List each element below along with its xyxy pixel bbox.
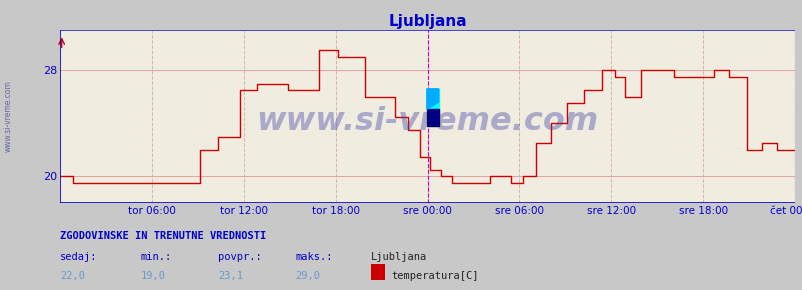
Bar (427, 89, 438, 126)
Polygon shape (427, 89, 438, 109)
Title: Ljubljana: Ljubljana (388, 14, 466, 29)
Text: sedaj:: sedaj: (60, 251, 98, 262)
Polygon shape (427, 109, 438, 126)
Text: www.si-vreme.com: www.si-vreme.com (3, 80, 13, 152)
Text: 23,1: 23,1 (218, 271, 243, 281)
Text: min.:: min.: (140, 251, 172, 262)
Text: 22,0: 22,0 (60, 271, 85, 281)
Text: 19,0: 19,0 (140, 271, 165, 281)
Text: 29,0: 29,0 (295, 271, 320, 281)
Text: ZGODOVINSKE IN TRENUTNE VREDNOSTI: ZGODOVINSKE IN TRENUTNE VREDNOSTI (60, 231, 266, 241)
Polygon shape (427, 89, 438, 109)
Text: www.si-vreme.com: www.si-vreme.com (256, 106, 598, 137)
Text: temperatura[C]: temperatura[C] (391, 271, 478, 281)
Text: maks.:: maks.: (295, 251, 333, 262)
Text: povpr.:: povpr.: (218, 251, 261, 262)
Text: Ljubljana: Ljubljana (371, 251, 427, 262)
